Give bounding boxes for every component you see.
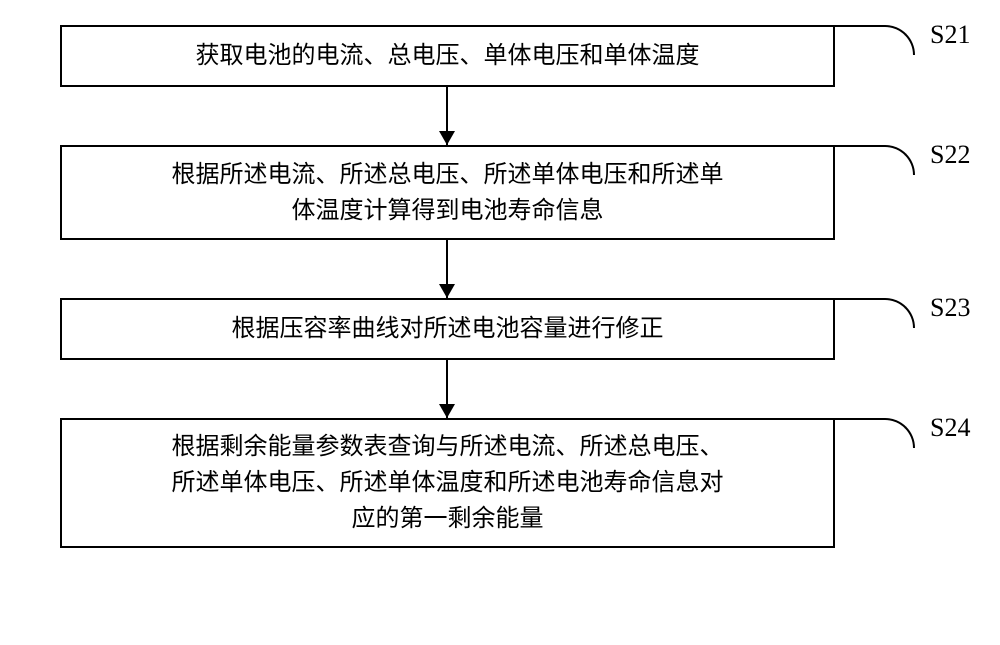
arrow-1 [446,87,448,145]
flow-step-text: 根据剩余能量参数表查询与所述电流、所述总电压、 [172,429,724,465]
step-label-s24: S24 [930,413,970,443]
connector-s22 [835,145,915,175]
connector-s21 [835,25,915,55]
flow-step-text: 根据压容率曲线对所述电池容量进行修正 [232,311,664,347]
flow-step-text: 体温度计算得到电池寿命信息 [292,193,604,229]
flow-step-text: 应的第一剩余能量 [352,501,544,537]
flow-step-text: 所述单体电压、所述单体温度和所述电池寿命信息对 [172,465,724,501]
flow-step-s24: 根据剩余能量参数表查询与所述电流、所述总电压、 所述单体电压、所述单体温度和所述… [60,418,835,548]
flow-step-text: 获取电池的电流、总电压、单体电压和单体温度 [196,38,700,74]
flow-step-s21: 获取电池的电流、总电压、单体电压和单体温度 [60,25,835,87]
flow-step-text: 根据所述电流、所述总电压、所述单体电压和所述单 [172,157,724,193]
step-label-s23: S23 [930,293,970,323]
step-label-s22: S22 [930,140,970,170]
arrow-3 [446,360,448,418]
arrow-2 [446,240,448,298]
flow-step-s22: 根据所述电流、所述总电压、所述单体电压和所述单 体温度计算得到电池寿命信息 [60,145,835,240]
flow-step-s23: 根据压容率曲线对所述电池容量进行修正 [60,298,835,360]
connector-s23 [835,298,915,328]
step-label-s21: S21 [930,20,970,50]
connector-s24 [835,418,915,448]
